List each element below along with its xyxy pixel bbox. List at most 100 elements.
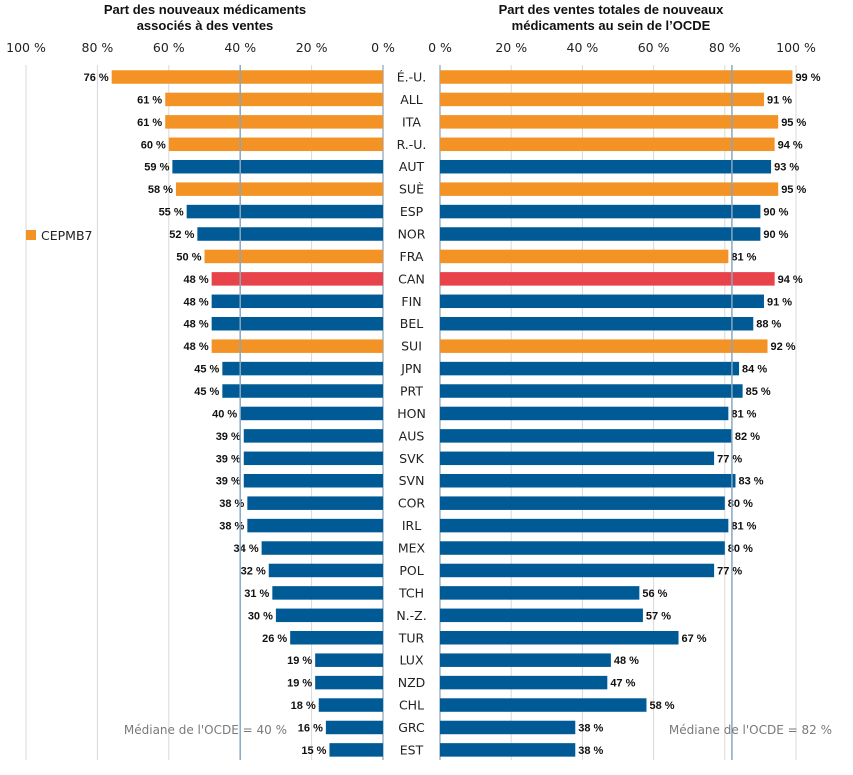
left-bar bbox=[243, 451, 383, 466]
left-value-label: 58 % bbox=[148, 184, 173, 196]
left-value-label: 48 % bbox=[184, 341, 209, 353]
right-value-label: 99 % bbox=[795, 72, 820, 84]
right-bar bbox=[440, 294, 764, 309]
right-bar bbox=[440, 159, 772, 174]
left-bar bbox=[168, 137, 383, 152]
left-value-label: 48 % bbox=[184, 274, 209, 286]
right-bar bbox=[440, 406, 729, 421]
left-value-label: 32 % bbox=[241, 565, 266, 577]
country-label: MEX bbox=[398, 541, 426, 556]
left-bar bbox=[211, 272, 383, 286]
right-bar bbox=[440, 563, 715, 578]
right-value-label: 90 % bbox=[763, 229, 788, 241]
labels-layer: 100 % 80 % 60 % 40 % 20 % 0 % 0 % 20 % 40 % 60 % 8… bbox=[6, 40, 821, 760]
right-tick-label: 20 % bbox=[495, 40, 527, 55]
right-value-label: 95 % bbox=[781, 117, 806, 129]
left-bar bbox=[268, 563, 383, 578]
left-value-label: 15 % bbox=[301, 745, 326, 757]
right-bar bbox=[440, 720, 576, 735]
left-chart-title-line2: associés à des ventes bbox=[137, 18, 274, 33]
left-bar bbox=[247, 518, 383, 533]
left-bar bbox=[240, 406, 383, 421]
left-tick-label: 80 % bbox=[82, 40, 114, 55]
right-value-label: 48 % bbox=[614, 655, 639, 667]
right-chart-title-line2: médicaments au sein de l’OCDE bbox=[512, 18, 711, 33]
country-label: HON bbox=[397, 406, 426, 421]
right-value-label: 81 % bbox=[731, 251, 756, 263]
left-bar bbox=[247, 496, 383, 510]
country-label: ALL bbox=[400, 92, 423, 107]
left-value-label: 60 % bbox=[141, 139, 166, 151]
right-bar bbox=[440, 473, 736, 488]
right-tick-label: 80 % bbox=[709, 40, 741, 55]
country-label: NZD bbox=[398, 675, 426, 690]
right-value-label: 47 % bbox=[610, 678, 635, 690]
right-value-label: 57 % bbox=[646, 610, 671, 622]
left-bar bbox=[243, 473, 383, 488]
legend-swatch bbox=[26, 230, 36, 240]
right-value-label: 81 % bbox=[731, 521, 756, 533]
country-label: É.-U. bbox=[397, 70, 427, 85]
country-label: PRT bbox=[400, 384, 423, 399]
right-value-label: 91 % bbox=[767, 296, 792, 308]
left-tick-label: 100 % bbox=[6, 40, 46, 55]
country-label: N.-Z. bbox=[396, 608, 426, 623]
right-bar bbox=[440, 137, 775, 152]
left-value-label: 50 % bbox=[176, 251, 201, 263]
right-value-label: 93 % bbox=[774, 162, 799, 174]
left-bar bbox=[211, 316, 383, 331]
country-label: CAN bbox=[398, 271, 425, 286]
right-bar bbox=[440, 249, 729, 264]
left-bar bbox=[211, 294, 383, 309]
left-value-label: 76 % bbox=[84, 72, 109, 84]
country-label: FRA bbox=[400, 249, 424, 264]
right-bar bbox=[440, 384, 743, 398]
right-bar bbox=[440, 541, 725, 555]
left-bar bbox=[172, 159, 383, 174]
country-label: ITA bbox=[402, 114, 421, 129]
left-value-label: 18 % bbox=[291, 700, 316, 712]
left-value-label: 39 % bbox=[216, 476, 241, 488]
left-bar bbox=[222, 384, 383, 398]
right-bar bbox=[440, 204, 761, 219]
left-value-label: 48 % bbox=[184, 319, 209, 331]
right-bar bbox=[440, 653, 611, 667]
left-value-label: 38 % bbox=[219, 521, 244, 533]
left-bar bbox=[315, 653, 383, 667]
left-bar bbox=[318, 698, 383, 712]
right-bar bbox=[440, 451, 715, 466]
left-value-label: 16 % bbox=[298, 722, 323, 734]
left-bar bbox=[325, 720, 383, 735]
right-value-label: 67 % bbox=[682, 633, 707, 645]
right-chart-title: Part des ventes totales de nouveaux bbox=[499, 2, 724, 17]
right-bar bbox=[440, 698, 647, 712]
country-label: SVK bbox=[399, 451, 424, 466]
right-value-label: 81 % bbox=[731, 408, 756, 420]
left-value-label: 26 % bbox=[262, 633, 287, 645]
right-bar bbox=[440, 631, 679, 645]
right-value-label: 38 % bbox=[578, 722, 603, 734]
left-bar bbox=[165, 115, 383, 129]
right-value-label: 94 % bbox=[778, 139, 803, 151]
right-bar bbox=[440, 361, 740, 376]
right-value-label: 88 % bbox=[756, 319, 781, 331]
right-bar bbox=[440, 586, 640, 600]
left-value-label: 48 % bbox=[184, 296, 209, 308]
left-bar bbox=[275, 608, 383, 623]
left-value-label: 34 % bbox=[234, 543, 259, 555]
left-tick-label: 0 % bbox=[371, 40, 395, 55]
left-bar bbox=[111, 70, 384, 84]
left-tick-label: 20 % bbox=[296, 40, 328, 55]
left-value-label: 55 % bbox=[159, 207, 184, 219]
right-bar bbox=[440, 496, 725, 510]
left-tick-label: 40 % bbox=[224, 40, 256, 55]
left-bar bbox=[204, 249, 383, 264]
country-label: SUI bbox=[401, 339, 422, 354]
right-tick-label: 60 % bbox=[638, 40, 670, 55]
left-value-label: 19 % bbox=[287, 678, 312, 690]
left-bar bbox=[211, 339, 383, 353]
legend-label: CEPMB7 bbox=[41, 228, 92, 243]
left-bar bbox=[186, 204, 383, 219]
right-value-label: 85 % bbox=[746, 386, 771, 398]
